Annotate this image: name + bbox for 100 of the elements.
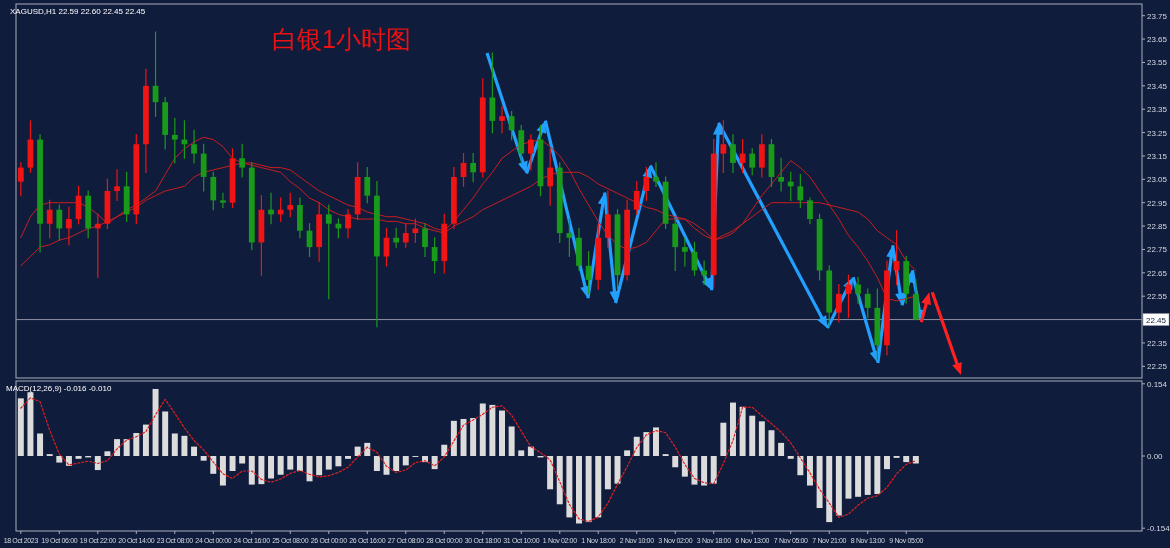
line-series xyxy=(20,397,917,523)
candlestick xyxy=(402,223,409,248)
candlestick xyxy=(547,148,554,206)
candlestick xyxy=(46,199,53,239)
y-tick-label: 22.35 xyxy=(1147,338,1168,348)
bar xyxy=(787,456,794,459)
bar xyxy=(710,456,717,484)
bar xyxy=(566,456,573,518)
candlestick xyxy=(604,190,611,248)
y-tick-label: 23.05 xyxy=(1147,175,1168,185)
y-tick-label: 22.75 xyxy=(1147,245,1168,255)
candlestick xyxy=(489,52,496,134)
y-tick-label: 23.35 xyxy=(1147,105,1168,115)
candlestick xyxy=(749,148,756,176)
y-tick-label: 23.45 xyxy=(1147,81,1168,91)
bar xyxy=(142,424,149,456)
bar xyxy=(200,456,207,461)
bar xyxy=(56,456,63,463)
candlestick xyxy=(701,260,707,286)
bar xyxy=(277,456,284,475)
bar xyxy=(845,456,852,499)
bar xyxy=(239,456,246,464)
candlestick xyxy=(200,143,207,192)
bar xyxy=(27,392,34,456)
y-tick-label: 22.85 xyxy=(1147,222,1168,232)
bar xyxy=(653,427,659,456)
bar xyxy=(287,456,294,470)
y-tick-label: 23.65 xyxy=(1147,35,1168,45)
y-tick-label: 23.15 xyxy=(1147,151,1168,161)
bar xyxy=(37,433,44,456)
candlestick xyxy=(17,162,24,197)
bar xyxy=(123,439,130,456)
bar xyxy=(604,456,611,490)
y-tick-label: 23.55 xyxy=(1147,58,1168,68)
bar xyxy=(268,456,275,479)
bar xyxy=(171,433,178,456)
bar xyxy=(768,430,775,456)
bar xyxy=(479,403,486,456)
bar xyxy=(402,456,409,466)
ref-line-label: 22.45 xyxy=(1146,315,1167,325)
candlestick xyxy=(672,218,679,272)
bar xyxy=(912,456,919,464)
bar xyxy=(730,402,736,456)
bar xyxy=(624,450,631,456)
bar xyxy=(739,406,746,456)
bar xyxy=(393,456,400,471)
bar xyxy=(758,421,765,456)
text: 白银1小时图 xyxy=(272,25,411,53)
bar xyxy=(508,426,515,456)
bar xyxy=(248,456,255,485)
bar xyxy=(345,456,352,459)
bar xyxy=(749,415,756,456)
bar xyxy=(633,436,640,456)
bar xyxy=(114,439,121,456)
candlestick xyxy=(345,209,351,239)
y-tick-label: 22.95 xyxy=(1147,198,1168,208)
candlestick xyxy=(566,218,573,258)
bar xyxy=(181,435,188,456)
y-tick-label: 0.00 xyxy=(1147,452,1164,461)
bar xyxy=(797,456,804,476)
candlestick xyxy=(758,134,765,178)
candlestick xyxy=(191,129,197,164)
chart-title: MACD(12,26,9) -0.016 -0.010 xyxy=(6,384,112,393)
candlestick xyxy=(633,181,640,215)
bar xyxy=(191,446,198,456)
candlestick xyxy=(171,117,178,164)
candlestick xyxy=(470,153,477,183)
bar xyxy=(547,456,554,490)
y-tick-label: 22.25 xyxy=(1147,362,1168,372)
y-tick-label: -0.154 xyxy=(1147,524,1170,534)
candlestick xyxy=(499,106,505,134)
bar xyxy=(585,456,592,523)
bar xyxy=(75,456,82,459)
candlestick xyxy=(114,169,120,201)
bar xyxy=(383,456,390,475)
y-tick-label: 22.55 xyxy=(1147,292,1168,302)
bar xyxy=(431,456,438,470)
candlestick xyxy=(681,237,688,267)
candlestick xyxy=(778,157,784,192)
bar xyxy=(643,432,650,456)
bar xyxy=(335,456,342,467)
candlestick xyxy=(287,192,294,218)
candlestick xyxy=(412,218,419,244)
bar xyxy=(306,456,313,482)
bar xyxy=(681,456,688,477)
y-tick-label: 23.25 xyxy=(1147,128,1168,138)
bar xyxy=(489,404,496,456)
bar xyxy=(162,411,169,456)
bar xyxy=(826,456,833,523)
bar xyxy=(219,456,226,486)
bar xyxy=(883,456,890,470)
candlestick xyxy=(431,237,438,274)
y-tick-label: 0.154 xyxy=(1147,379,1168,389)
candlestick xyxy=(807,197,813,225)
candlestick xyxy=(855,276,861,304)
bar xyxy=(556,456,563,505)
candlestick xyxy=(66,206,72,246)
bar xyxy=(855,456,862,497)
bar xyxy=(518,450,525,456)
candlestick xyxy=(508,110,515,141)
